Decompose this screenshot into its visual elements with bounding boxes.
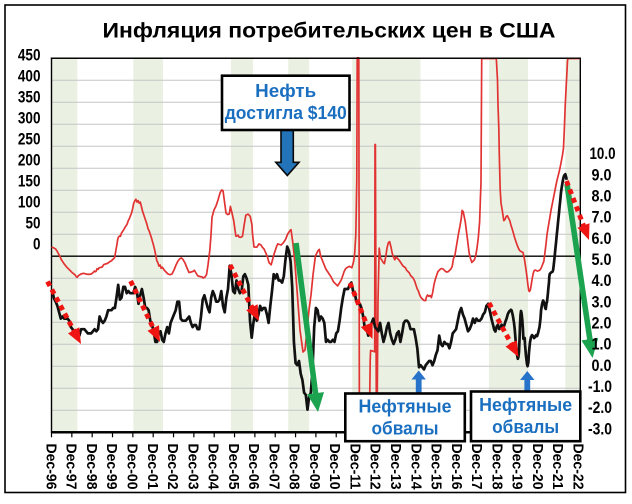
svg-text:Dec-04: Dec-04 (205, 444, 222, 491)
svg-text:Dec-99: Dec-99 (103, 444, 120, 490)
svg-text:Dec-17: Dec-17 (468, 444, 485, 490)
svg-text:Dec-20: Dec-20 (529, 444, 546, 490)
svg-text:Dec-97: Dec-97 (63, 444, 80, 490)
svg-text:10.0: 10.0 (590, 145, 616, 163)
svg-text:Dec-01: Dec-01 (144, 444, 161, 490)
svg-text:0: 0 (33, 236, 41, 254)
svg-text:-2.0: -2.0 (588, 399, 612, 417)
svg-text:Dec-15: Dec-15 (428, 444, 445, 490)
svg-text:-1.0: -1.0 (588, 378, 612, 396)
svg-text:-3.0: -3.0 (588, 420, 612, 438)
svg-text:350: 350 (18, 89, 41, 107)
svg-text:Dec-21: Dec-21 (549, 444, 566, 490)
svg-text:Dec-14: Dec-14 (407, 444, 424, 491)
svg-text:400: 400 (18, 68, 41, 86)
svg-text:Dec-11: Dec-11 (347, 444, 364, 490)
svg-text:Инфляция потребительских цен в: Инфляция потребительских цен в США (103, 19, 556, 43)
svg-text:200: 200 (18, 152, 41, 170)
svg-text:150: 150 (18, 173, 41, 191)
svg-text:Нефтяные: Нефтяные (479, 395, 572, 415)
svg-text:450: 450 (18, 47, 41, 65)
svg-text:100: 100 (18, 194, 41, 212)
svg-text:Dec-03: Dec-03 (184, 444, 201, 490)
svg-text:5.0: 5.0 (592, 251, 612, 269)
svg-text:250: 250 (18, 131, 41, 149)
svg-text:4.0: 4.0 (592, 272, 612, 290)
svg-text:Dec-96: Dec-96 (42, 444, 59, 490)
svg-text:Dec-18: Dec-18 (488, 444, 505, 490)
svg-text:3.0: 3.0 (592, 293, 612, 311)
svg-text:Dec-13: Dec-13 (387, 444, 404, 490)
svg-text:6.0: 6.0 (592, 230, 612, 248)
svg-text:50: 50 (26, 215, 41, 233)
svg-text:Dec-05: Dec-05 (225, 444, 242, 490)
svg-text:Нефтяные: Нефтяные (359, 397, 452, 417)
svg-text:Dec-02: Dec-02 (164, 444, 181, 490)
svg-text:Dec-16: Dec-16 (448, 444, 465, 490)
svg-text:Нефть: Нефть (255, 81, 316, 101)
svg-text:9.0: 9.0 (592, 166, 612, 184)
svg-text:Dec-08: Dec-08 (286, 444, 303, 490)
svg-text:Dec-98: Dec-98 (83, 444, 100, 490)
svg-text:Dec-22: Dec-22 (569, 444, 586, 490)
svg-text:Dec-07: Dec-07 (265, 444, 282, 490)
svg-text:Dec-06: Dec-06 (245, 444, 262, 490)
svg-text:Dec-12: Dec-12 (367, 444, 384, 490)
svg-text:1.0: 1.0 (592, 336, 612, 354)
svg-text:8.0: 8.0 (592, 188, 612, 206)
svg-text:Dec-10: Dec-10 (326, 444, 343, 490)
svg-text:обвалы: обвалы (372, 419, 439, 439)
svg-text:7.0: 7.0 (592, 209, 612, 227)
svg-text:Dec-00: Dec-00 (124, 444, 141, 490)
svg-text:0.0: 0.0 (592, 357, 612, 375)
svg-text:Dec-19: Dec-19 (509, 444, 526, 490)
svg-text:Dec-09: Dec-09 (306, 444, 323, 490)
svg-text:2.0: 2.0 (592, 315, 612, 333)
svg-text:достигла $140: достигла $140 (225, 103, 347, 123)
svg-text:300: 300 (18, 110, 41, 128)
svg-text:обвалы: обвалы (492, 417, 559, 437)
